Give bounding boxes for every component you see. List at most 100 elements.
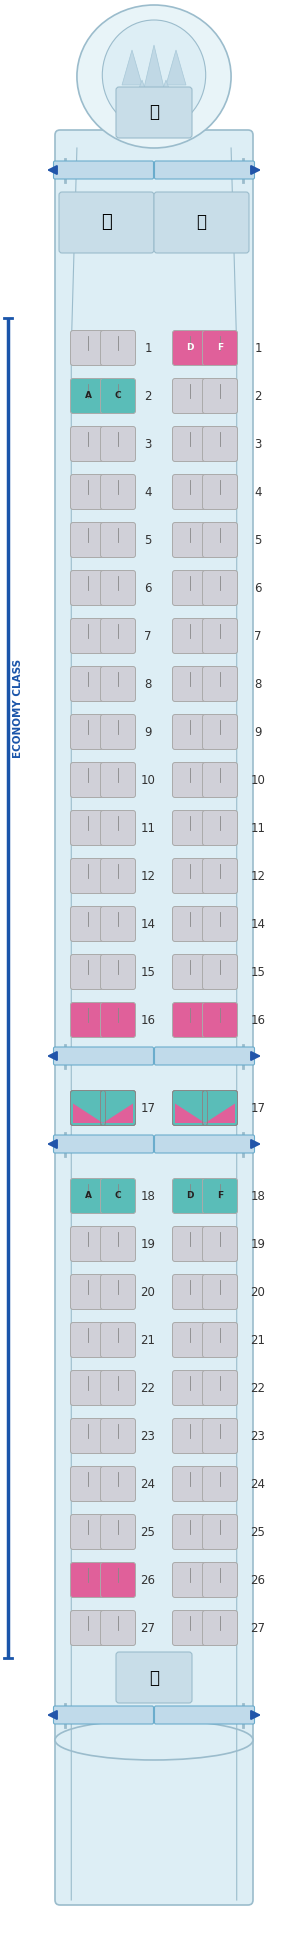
FancyBboxPatch shape — [100, 666, 136, 701]
FancyBboxPatch shape — [172, 475, 208, 509]
FancyBboxPatch shape — [100, 955, 136, 990]
Polygon shape — [156, 79, 176, 108]
Text: 15: 15 — [250, 965, 266, 978]
Text: 5: 5 — [254, 533, 262, 546]
Text: 22: 22 — [250, 1381, 266, 1395]
FancyBboxPatch shape — [172, 1275, 208, 1309]
FancyBboxPatch shape — [202, 1003, 238, 1038]
Ellipse shape — [77, 6, 231, 147]
Text: 11: 11 — [140, 821, 155, 835]
FancyBboxPatch shape — [70, 763, 106, 798]
FancyBboxPatch shape — [202, 666, 238, 701]
FancyBboxPatch shape — [70, 1563, 106, 1598]
FancyBboxPatch shape — [100, 1003, 136, 1038]
FancyBboxPatch shape — [70, 618, 106, 653]
FancyBboxPatch shape — [202, 571, 238, 606]
Text: 🚻: 🚻 — [196, 213, 206, 232]
Text: 25: 25 — [250, 1526, 266, 1538]
Text: 🚹: 🚹 — [149, 1668, 159, 1687]
FancyBboxPatch shape — [202, 523, 238, 558]
Text: F: F — [217, 343, 223, 353]
Text: 14: 14 — [250, 918, 266, 930]
FancyBboxPatch shape — [172, 955, 208, 990]
FancyBboxPatch shape — [202, 475, 238, 509]
FancyBboxPatch shape — [70, 1091, 106, 1125]
Text: 24: 24 — [140, 1478, 155, 1490]
Text: 16: 16 — [140, 1013, 155, 1027]
FancyBboxPatch shape — [202, 810, 238, 845]
Text: 6: 6 — [144, 581, 152, 595]
Polygon shape — [175, 1104, 205, 1123]
Text: 10: 10 — [141, 773, 155, 786]
Text: 9: 9 — [254, 726, 262, 738]
Text: 4: 4 — [144, 486, 152, 498]
FancyBboxPatch shape — [202, 618, 238, 653]
FancyBboxPatch shape — [100, 1178, 136, 1213]
Text: 24: 24 — [250, 1478, 266, 1490]
FancyBboxPatch shape — [172, 666, 208, 701]
FancyBboxPatch shape — [172, 810, 208, 845]
FancyBboxPatch shape — [172, 763, 208, 798]
Text: 17: 17 — [140, 1102, 155, 1114]
FancyBboxPatch shape — [100, 1226, 136, 1261]
FancyBboxPatch shape — [59, 192, 154, 254]
FancyBboxPatch shape — [100, 1563, 136, 1598]
Text: 18: 18 — [250, 1189, 266, 1203]
Text: C: C — [115, 391, 121, 401]
FancyBboxPatch shape — [202, 1563, 238, 1598]
FancyBboxPatch shape — [154, 1706, 254, 1724]
Text: 20: 20 — [141, 1286, 155, 1298]
Text: 20: 20 — [250, 1286, 266, 1298]
FancyBboxPatch shape — [172, 331, 208, 366]
FancyBboxPatch shape — [70, 1226, 106, 1261]
Text: C: C — [115, 1191, 121, 1201]
FancyBboxPatch shape — [100, 523, 136, 558]
FancyBboxPatch shape — [172, 858, 208, 893]
FancyBboxPatch shape — [53, 161, 154, 178]
FancyBboxPatch shape — [100, 1610, 136, 1646]
FancyBboxPatch shape — [202, 331, 238, 366]
Ellipse shape — [102, 19, 206, 130]
FancyBboxPatch shape — [202, 1226, 238, 1261]
FancyBboxPatch shape — [100, 1371, 136, 1406]
Text: 7: 7 — [144, 630, 152, 643]
FancyBboxPatch shape — [70, 1178, 106, 1213]
FancyBboxPatch shape — [70, 955, 106, 990]
Text: 6: 6 — [254, 581, 262, 595]
Text: ECONOMY CLASS: ECONOMY CLASS — [13, 659, 23, 757]
FancyBboxPatch shape — [202, 1178, 238, 1213]
FancyBboxPatch shape — [70, 907, 106, 941]
Text: 21: 21 — [140, 1333, 155, 1346]
Text: 3: 3 — [144, 438, 152, 451]
FancyBboxPatch shape — [100, 1091, 136, 1125]
FancyBboxPatch shape — [172, 1418, 208, 1453]
FancyBboxPatch shape — [172, 1178, 208, 1213]
FancyBboxPatch shape — [100, 715, 136, 750]
FancyBboxPatch shape — [202, 907, 238, 941]
FancyBboxPatch shape — [202, 1515, 238, 1550]
FancyBboxPatch shape — [70, 571, 106, 606]
FancyBboxPatch shape — [70, 475, 106, 509]
FancyBboxPatch shape — [100, 331, 136, 366]
FancyBboxPatch shape — [100, 907, 136, 941]
FancyBboxPatch shape — [70, 715, 106, 750]
FancyBboxPatch shape — [116, 1652, 192, 1703]
Text: D: D — [186, 1191, 194, 1201]
FancyBboxPatch shape — [202, 1371, 238, 1406]
FancyBboxPatch shape — [154, 1048, 254, 1065]
FancyBboxPatch shape — [70, 666, 106, 701]
FancyBboxPatch shape — [172, 1226, 208, 1261]
Text: 4: 4 — [254, 486, 262, 498]
FancyBboxPatch shape — [172, 907, 208, 941]
Text: 7: 7 — [254, 630, 262, 643]
Text: 18: 18 — [141, 1189, 155, 1203]
FancyBboxPatch shape — [172, 1610, 208, 1646]
FancyBboxPatch shape — [70, 523, 106, 558]
Text: 2: 2 — [254, 389, 262, 403]
Text: 9: 9 — [144, 726, 152, 738]
Polygon shape — [103, 1104, 133, 1123]
Text: 5: 5 — [144, 533, 152, 546]
FancyBboxPatch shape — [53, 1048, 154, 1065]
FancyBboxPatch shape — [202, 426, 238, 461]
Text: 26: 26 — [250, 1573, 266, 1586]
